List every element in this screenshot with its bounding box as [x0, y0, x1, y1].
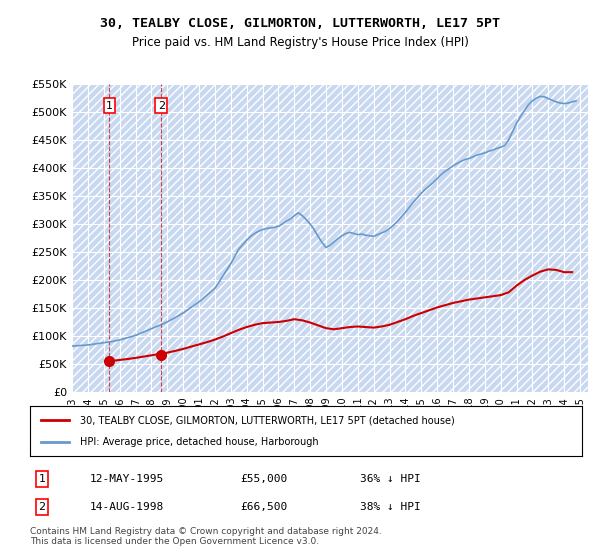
Text: HPI: Average price, detached house, Harborough: HPI: Average price, detached house, Harb…	[80, 437, 319, 447]
Text: £66,500: £66,500	[240, 502, 287, 512]
Text: 1: 1	[106, 101, 113, 110]
Text: 1: 1	[38, 474, 46, 484]
Text: 2: 2	[38, 502, 46, 512]
Text: 36% ↓ HPI: 36% ↓ HPI	[360, 474, 421, 484]
Text: 30, TEALBY CLOSE, GILMORTON, LUTTERWORTH, LE17 5PT (detached house): 30, TEALBY CLOSE, GILMORTON, LUTTERWORTH…	[80, 415, 454, 425]
Text: Price paid vs. HM Land Registry's House Price Index (HPI): Price paid vs. HM Land Registry's House …	[131, 36, 469, 49]
Text: 30, TEALBY CLOSE, GILMORTON, LUTTERWORTH, LE17 5PT: 30, TEALBY CLOSE, GILMORTON, LUTTERWORTH…	[100, 17, 500, 30]
Text: £55,000: £55,000	[240, 474, 287, 484]
Text: 38% ↓ HPI: 38% ↓ HPI	[360, 502, 421, 512]
Text: 2: 2	[158, 101, 165, 110]
Text: 14-AUG-1998: 14-AUG-1998	[90, 502, 164, 512]
Text: 12-MAY-1995: 12-MAY-1995	[90, 474, 164, 484]
Text: Contains HM Land Registry data © Crown copyright and database right 2024.
This d: Contains HM Land Registry data © Crown c…	[30, 526, 382, 546]
